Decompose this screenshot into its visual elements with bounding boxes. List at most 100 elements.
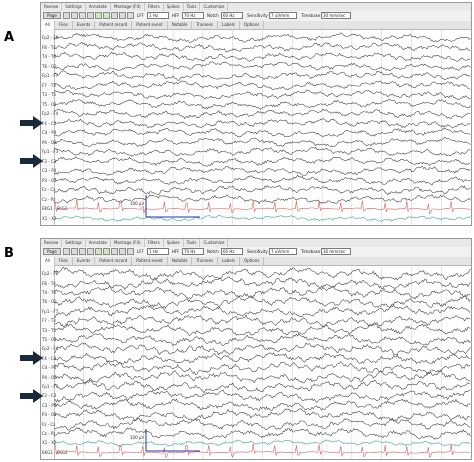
menu-item[interactable]: Annotate <box>86 3 111 11</box>
nav-back-button[interactable] <box>63 248 70 255</box>
eeg-trace <box>54 118 471 129</box>
menu-item[interactable]: Annotate <box>86 239 111 247</box>
channel-label: F4 - C4 <box>42 120 57 126</box>
menu-item[interactable]: Filters <box>145 239 164 247</box>
menu-item[interactable]: Customize <box>200 239 229 247</box>
tab[interactable]: Options <box>240 21 265 29</box>
eeg-trace-area[interactable]: 100 μV <box>54 29 471 225</box>
tab[interactable]: Notable <box>168 21 193 29</box>
tab[interactable]: Trainees <box>192 21 219 29</box>
timebase-select[interactable]: 30 mm/sec <box>321 12 351 19</box>
menu-item[interactable]: Settings <box>62 3 86 11</box>
menu-item[interactable]: Tools <box>184 3 201 11</box>
menu-item[interactable]: Customize <box>200 3 229 11</box>
hff-select[interactable]: 70 Hz <box>182 12 204 19</box>
tab[interactable]: All <box>41 257 55 265</box>
tab[interactable]: Trainees <box>192 257 219 265</box>
speed-button[interactable] <box>95 248 102 255</box>
calibration-marker <box>145 195 200 218</box>
screen-button[interactable] <box>111 248 118 255</box>
eeg-trace <box>54 314 471 328</box>
menu-item[interactable]: Tools <box>184 239 201 247</box>
eeg-trace <box>54 295 471 310</box>
tab[interactable]: Events <box>73 21 96 29</box>
play-button[interactable] <box>79 248 86 255</box>
channel-label: EKG1 - EKG2 <box>42 449 68 455</box>
notch-select[interactable]: 60 Hz <box>221 12 243 19</box>
nav-forward-button[interactable] <box>71 248 78 255</box>
eeg-trace <box>54 98 471 110</box>
menu-item[interactable]: Spikes <box>164 239 184 247</box>
channel-label: Cz - Pz <box>42 196 56 202</box>
tab[interactable]: Labels <box>218 257 240 265</box>
tab[interactable]: Patient event <box>132 21 168 29</box>
pause-button[interactable] <box>87 12 94 19</box>
lff-select[interactable]: 1 Hz <box>147 12 169 19</box>
speed-button[interactable] <box>95 12 102 19</box>
notch-select[interactable]: 60 Hz <box>221 248 243 255</box>
channel-label: T6 - O2 <box>42 299 57 305</box>
channel-label: F8 - T4 <box>42 280 56 286</box>
hff-select[interactable]: 70 Hz <box>182 248 204 255</box>
menu-item[interactable]: Spikes <box>164 3 184 11</box>
page-button[interactable]: Page <box>43 248 61 255</box>
zoom-button[interactable] <box>127 248 134 255</box>
play-button[interactable] <box>79 12 86 19</box>
calibration-marker <box>145 429 200 452</box>
eeg-trace <box>54 360 471 376</box>
eeg-trace <box>54 193 471 205</box>
channel-label: Fp1 - F3 <box>42 384 59 389</box>
tab[interactable]: Labels <box>218 21 240 29</box>
channel-label: P4 - O2 <box>42 374 57 380</box>
channel-label: C4 - P4 <box>42 365 57 371</box>
eeg-trace <box>54 184 471 196</box>
tab[interactable]: Events <box>73 257 96 265</box>
page-button[interactable]: Page <box>43 12 61 19</box>
tab[interactable]: Notable <box>168 257 193 265</box>
montage-button[interactable] <box>103 12 110 19</box>
timebase-label: Timebase <box>301 13 321 18</box>
sensitivity-select[interactable]: 7 uV/mm <box>269 12 297 19</box>
tab[interactable]: Files <box>55 21 73 29</box>
eeg-trace <box>54 276 471 291</box>
lff-label: LFF <box>137 249 144 254</box>
sensitivity-select[interactable]: 7 uV/mm <box>269 248 297 255</box>
zoom-button[interactable] <box>127 12 134 19</box>
panel-a-letter: A <box>4 30 15 45</box>
tab[interactable]: All <box>41 21 55 29</box>
menu-item[interactable]: Review <box>41 239 63 247</box>
menu-item[interactable]: Filters <box>145 3 164 11</box>
menu-item[interactable]: Montage (F4) <box>111 239 145 247</box>
tab[interactable]: Patient record <box>95 257 133 265</box>
print-button[interactable] <box>119 248 126 255</box>
channel-label: F7 - T3 <box>42 82 56 88</box>
timebase-select[interactable]: 30 mm/sec <box>321 248 351 255</box>
channel-label: T5 - O1 <box>42 337 57 342</box>
channel-label: T3 - T5 <box>42 92 56 98</box>
hff-label: HFF <box>172 13 180 18</box>
tab[interactable]: Options <box>240 257 265 265</box>
nav-forward-button[interactable] <box>71 12 78 19</box>
eeg-trace <box>54 32 471 43</box>
eeg-trace <box>54 333 471 347</box>
menu-item[interactable]: Review <box>41 3 63 11</box>
tab[interactable]: Patient record <box>95 21 133 29</box>
sensitivity-label: Sensitivity <box>247 13 268 18</box>
menu-item[interactable]: Settings <box>62 239 86 247</box>
print-button[interactable] <box>119 12 126 19</box>
channel-label: T4 - T6 <box>42 290 56 295</box>
channel-label: C4 - P4 <box>42 130 57 136</box>
tab[interactable]: Files <box>55 257 73 265</box>
channel-label: C3 - P3 <box>42 402 57 408</box>
pause-button[interactable] <box>87 248 94 255</box>
eeg-trace <box>54 80 471 91</box>
lff-select[interactable]: 1 Hz <box>147 248 169 255</box>
nav-back-button[interactable] <box>63 12 70 19</box>
eeg-trace <box>54 174 471 186</box>
calibration-label: 100 μV <box>130 201 145 206</box>
menu-item[interactable]: Montage (F4) <box>111 3 145 11</box>
eeg-trace-area[interactable]: 100 μV <box>54 265 471 459</box>
screen-button[interactable] <box>111 12 118 19</box>
montage-button[interactable] <box>103 248 110 255</box>
tab[interactable]: Patient event <box>132 257 168 265</box>
